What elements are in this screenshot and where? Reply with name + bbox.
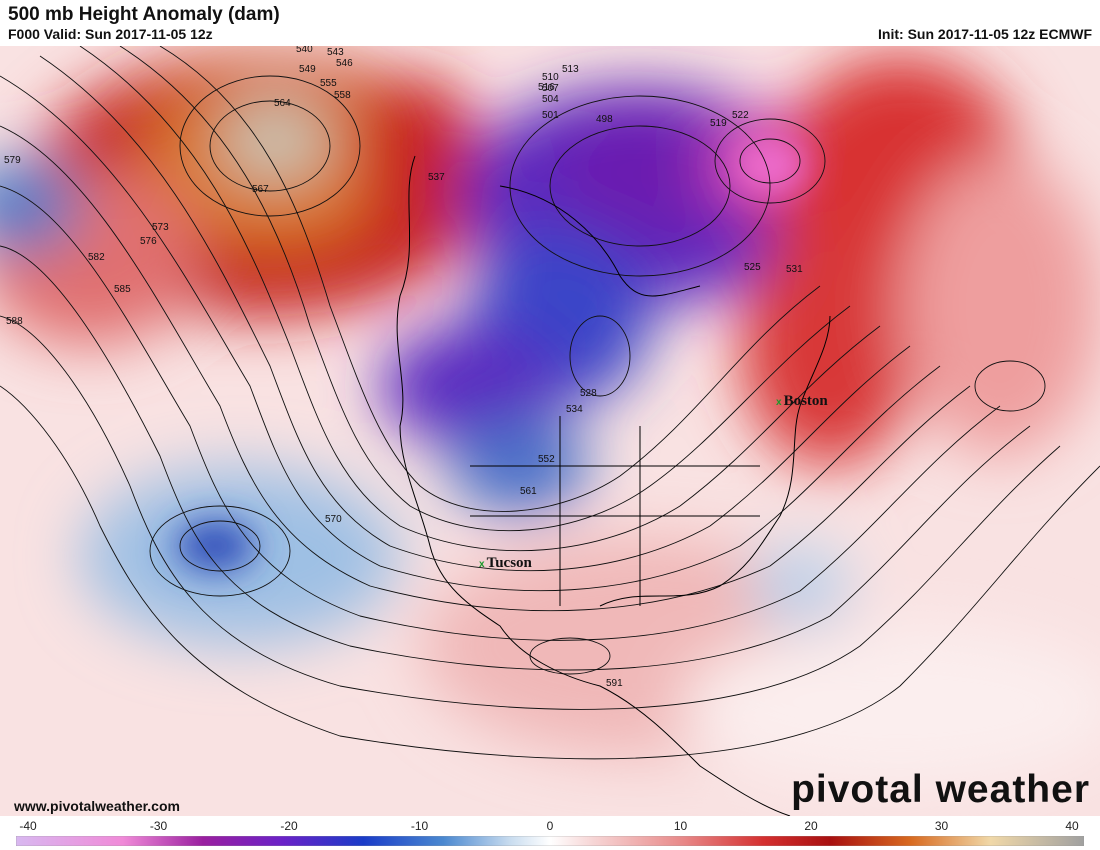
svg-text:582: 582 <box>88 252 105 263</box>
colorbar <box>16 836 1084 846</box>
svg-text:537: 537 <box>428 172 445 183</box>
init-time: Init: Sun 2017-11-05 12z ECMWF <box>878 26 1092 42</box>
svg-text:513: 513 <box>562 64 579 75</box>
svg-text:504: 504 <box>542 94 559 105</box>
svg-text:591: 591 <box>606 678 623 689</box>
city-marker: x <box>776 397 782 408</box>
svg-text:576: 576 <box>140 236 157 247</box>
svg-text:579: 579 <box>4 155 21 166</box>
city-label: Boston <box>783 393 828 409</box>
city-label: Tucson <box>486 555 532 571</box>
svg-text:549: 549 <box>299 64 316 75</box>
header: 500 mb Height Anomaly (dam) F000 Valid: … <box>0 0 1100 46</box>
colorbar-tick-label: -10 <box>410 819 429 833</box>
colorbar-gradient <box>16 836 1084 846</box>
svg-text:570: 570 <box>325 514 342 525</box>
valid-time: F000 Valid: Sun 2017-11-05 12z <box>8 26 213 42</box>
anomaly-field <box>0 56 1100 786</box>
coastlines <box>396 155 831 816</box>
svg-text:588: 588 <box>6 316 23 327</box>
contour-labels: 540 543 546 549 555 558 564 567 579 573 … <box>4 46 803 689</box>
svg-text:501: 501 <box>542 110 559 121</box>
svg-text:525: 525 <box>744 262 761 273</box>
svg-text:534: 534 <box>566 404 583 415</box>
svg-text:564: 564 <box>274 98 291 109</box>
city-tucson: x Tucson <box>479 555 532 572</box>
svg-text:510: 510 <box>542 72 559 83</box>
svg-text:546: 546 <box>336 58 353 69</box>
svg-text:573: 573 <box>152 222 169 233</box>
svg-text:498: 498 <box>596 114 613 125</box>
svg-text:543: 543 <box>327 47 344 58</box>
svg-text:531: 531 <box>786 264 803 275</box>
source-url[interactable]: www.pivotalweather.com <box>14 798 180 814</box>
colorbar-tick-label: -30 <box>149 819 168 833</box>
svg-text:558: 558 <box>334 90 351 101</box>
map-title: 500 mb Height Anomaly (dam) <box>8 4 280 25</box>
svg-text:552: 552 <box>538 454 555 465</box>
colorbar-tick-label: 30 <box>934 819 949 833</box>
svg-text:519: 519 <box>710 118 727 129</box>
svg-text:507: 507 <box>542 83 559 94</box>
pivotal-weather-logo: pivotal weather <box>791 768 1090 811</box>
svg-text:567: 567 <box>252 184 269 195</box>
colorbar-tick-label: 10 <box>673 819 688 833</box>
svg-text:540: 540 <box>296 46 313 55</box>
colorbar-tick-label: 20 <box>804 819 818 833</box>
height-anomaly-map: 540 543 546 549 555 558 564 567 579 573 … <box>0 46 1100 816</box>
svg-text:585: 585 <box>114 284 131 295</box>
colorbar-tick-label: -20 <box>280 819 298 833</box>
svg-text:522: 522 <box>732 110 749 121</box>
svg-text:516: 516 <box>538 82 555 93</box>
svg-text:528: 528 <box>580 388 597 399</box>
svg-text:561: 561 <box>520 486 537 497</box>
colorbar-tick-label: 0 <box>546 819 554 833</box>
height-contours <box>0 46 1100 760</box>
svg-text:555: 555 <box>320 78 337 89</box>
colorbar-tick-label: -40 <box>19 819 37 833</box>
colorbar-tick-label: 40 <box>1065 819 1079 833</box>
city-boston: x Boston <box>776 393 828 410</box>
city-marker: x <box>479 559 485 570</box>
